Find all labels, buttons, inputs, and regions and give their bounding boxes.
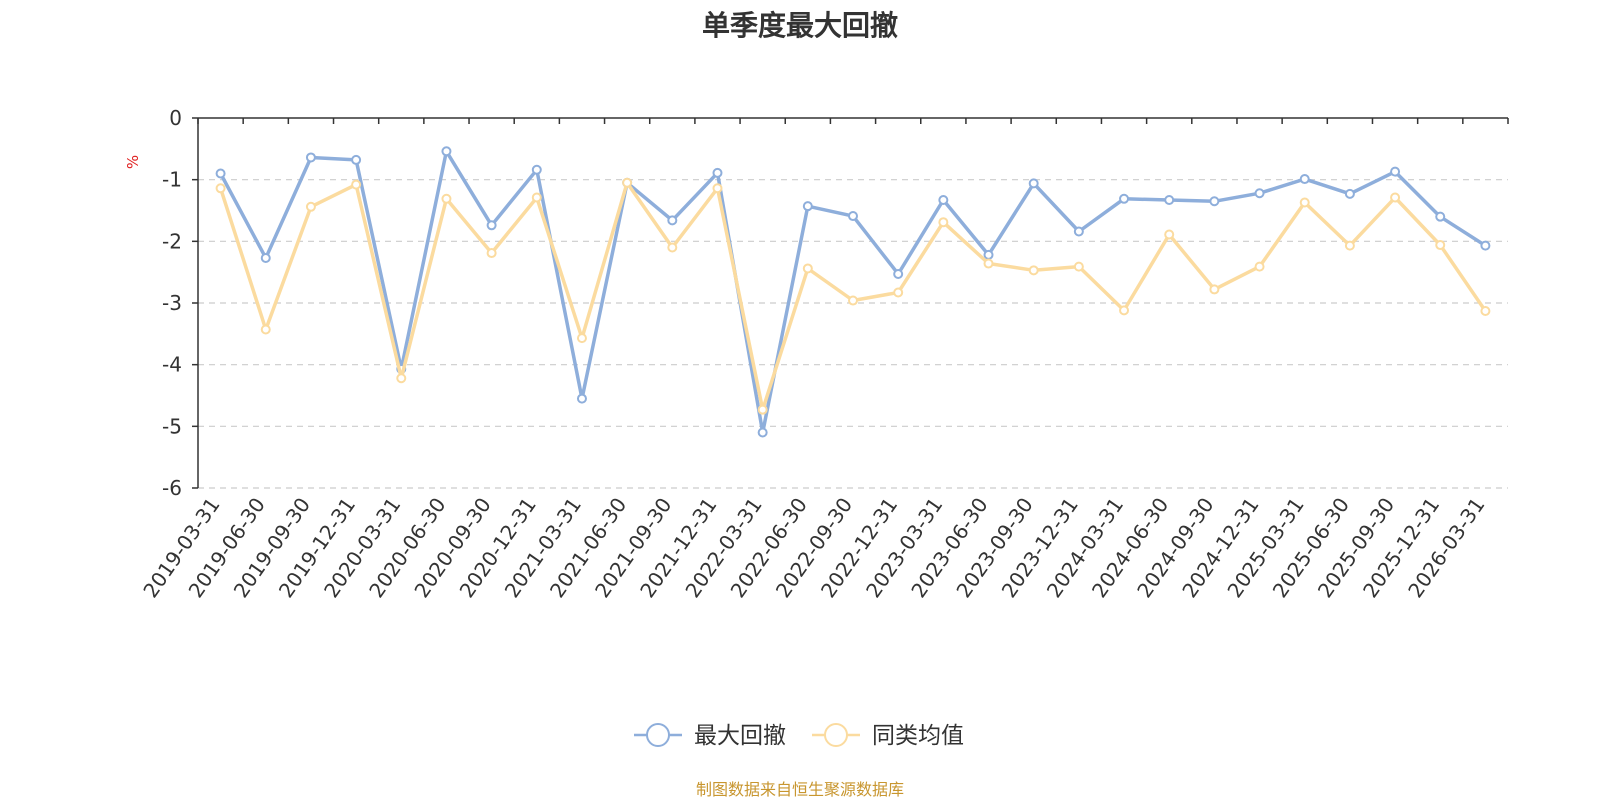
data-point — [1480, 306, 1491, 317]
data-point — [1119, 193, 1130, 204]
data-point — [712, 183, 723, 194]
data-point — [1028, 178, 1039, 189]
data-point — [848, 295, 858, 306]
data-point — [1073, 226, 1084, 237]
y-axis-label: % — [124, 155, 142, 169]
legend-label: 同类均值 — [872, 723, 964, 749]
data-point — [305, 152, 316, 163]
data-point — [260, 324, 271, 335]
y-tick-label: -2 — [162, 229, 182, 253]
data-point — [576, 333, 587, 344]
data-point — [215, 183, 226, 194]
data-point — [486, 220, 497, 231]
data-point — [351, 154, 362, 165]
data-point — [1164, 195, 1175, 206]
series-line-1 — [219, 149, 1487, 435]
data-point — [531, 164, 542, 175]
data-point — [441, 146, 452, 157]
data-point — [938, 217, 949, 228]
data-point — [1254, 261, 1265, 272]
legend-marker — [646, 723, 670, 747]
data-point — [1435, 211, 1446, 222]
data-point — [757, 404, 768, 415]
data-point — [1390, 166, 1401, 177]
data-point — [1299, 197, 1310, 208]
data-point — [667, 215, 678, 226]
data-point — [1344, 188, 1355, 199]
data-point — [848, 211, 858, 222]
data-point — [531, 192, 542, 203]
data-point — [757, 427, 768, 438]
data-point — [486, 248, 497, 259]
data-point — [1390, 192, 1401, 203]
data-point — [1209, 284, 1220, 295]
data-point — [260, 252, 271, 263]
data-point — [441, 193, 452, 204]
y-tick-label: -6 — [162, 476, 182, 500]
data-point — [396, 373, 407, 384]
source-note: 制图数据来自恒生聚源数据库 — [695, 780, 904, 799]
data-point — [1073, 261, 1084, 272]
y-tick-label: -3 — [162, 291, 182, 315]
data-point — [1164, 229, 1175, 240]
legend[interactable]: 最大回撤 同类均值 — [634, 723, 964, 749]
chart-title: 单季度最大回撤 — [701, 9, 898, 42]
data-point — [893, 287, 904, 298]
y-tick-label: -1 — [162, 168, 182, 192]
data-point — [667, 242, 678, 253]
data-point — [938, 195, 949, 206]
data-point — [983, 249, 994, 260]
y-tick-label: 0 — [169, 106, 182, 130]
data-point — [622, 177, 633, 188]
data-point — [983, 258, 994, 269]
data-point — [1209, 196, 1220, 207]
data-point — [802, 263, 813, 274]
data-point — [1254, 188, 1265, 199]
data-point — [712, 167, 723, 178]
legend-marker — [824, 723, 848, 747]
data-point — [351, 179, 362, 190]
data-point — [802, 201, 813, 212]
data-point — [1299, 174, 1310, 185]
data-point — [1435, 240, 1446, 251]
data-point — [1480, 240, 1491, 251]
data-point — [1344, 240, 1355, 251]
data-point — [576, 393, 587, 404]
y-tick-label: -5 — [162, 414, 182, 438]
legend-label: 最大回撤 — [694, 723, 786, 749]
data-point — [1119, 305, 1130, 316]
series-layer — [215, 146, 1491, 438]
data-point — [1028, 265, 1039, 276]
data-point — [215, 168, 226, 179]
data-point — [893, 269, 904, 280]
y-tick-label: -4 — [162, 353, 182, 377]
data-point — [305, 201, 316, 212]
